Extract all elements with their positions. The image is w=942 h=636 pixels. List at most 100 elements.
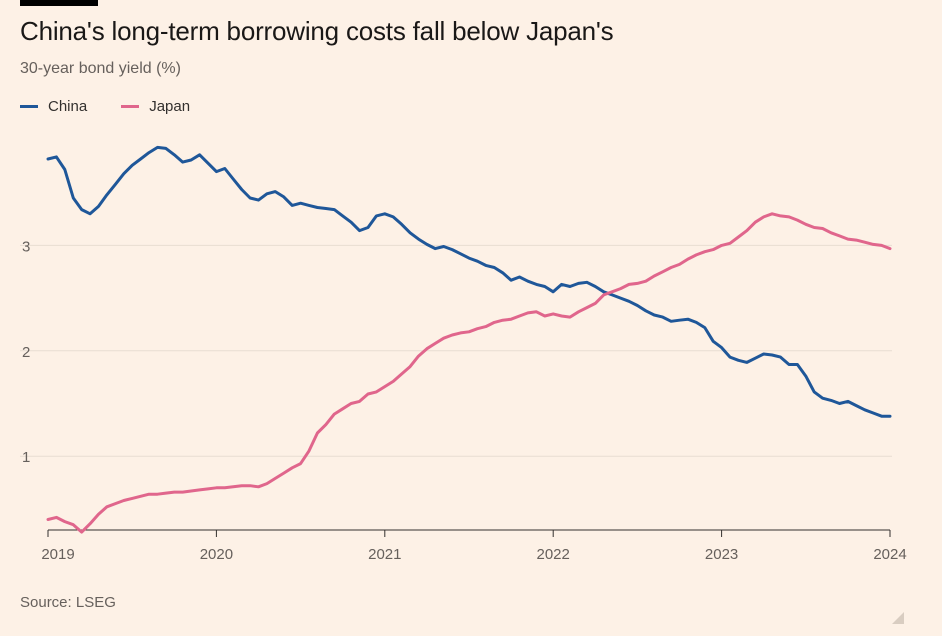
data-point-japan-3	[72, 523, 75, 526]
data-point-china-2	[63, 168, 66, 171]
data-point-china-81	[729, 356, 731, 358]
data-point-china-52	[484, 264, 487, 267]
data-point-china-4	[80, 208, 83, 211]
data-point-japan-79	[712, 248, 715, 251]
data-point-china-25	[257, 199, 260, 202]
data-point-japan-1	[55, 516, 58, 519]
data-point-japan-20	[215, 486, 218, 489]
data-point-china-37	[358, 229, 361, 232]
data-point-china-86	[771, 354, 773, 356]
data-point-japan-46	[434, 342, 437, 345]
data-point-japan-100	[889, 247, 891, 250]
data-point-china-77	[695, 321, 698, 324]
data-point-china-73	[661, 316, 664, 318]
data-point-japan-22	[232, 485, 235, 488]
data-point-china-42	[400, 223, 403, 226]
data-point-japan-92	[821, 227, 824, 230]
data-point-japan-60	[552, 313, 555, 315]
data-point-china-69	[628, 300, 630, 303]
data-point-china-36	[350, 221, 352, 224]
data-point-china-50	[468, 257, 470, 259]
data-point-china-13	[156, 146, 159, 149]
data-point-china-44	[417, 238, 420, 241]
data-point-china-82	[737, 359, 740, 362]
data-point-japan-98	[872, 243, 875, 246]
data-point-japan-72	[653, 275, 656, 277]
data-point-japan-41	[392, 380, 395, 383]
data-point-china-31	[308, 204, 310, 207]
data-point-japan-95	[847, 238, 849, 241]
data-point-japan-34	[333, 413, 336, 415]
data-point-japan-16	[181, 491, 184, 493]
data-point-japan-83	[746, 229, 748, 232]
data-point-japan-39	[375, 391, 378, 393]
data-point-japan-18	[198, 489, 201, 491]
data-point-japan-49	[459, 332, 462, 334]
data-point-china-46	[434, 247, 437, 250]
data-point-china-68	[619, 297, 622, 299]
x-tick-label-2023: 2023	[705, 546, 738, 563]
data-point-china-59	[543, 285, 546, 288]
data-point-japan-53	[493, 321, 496, 324]
data-point-china-75	[678, 319, 681, 322]
series-line-china	[46, 145, 892, 418]
data-point-china-40	[383, 212, 386, 215]
data-point-china-24	[249, 197, 252, 199]
data-point-china-57	[527, 280, 529, 283]
data-point-japan-87	[779, 215, 782, 217]
chart-subtitle: 30-year bond yield (%)	[20, 60, 181, 77]
legend: China Japan	[20, 98, 190, 115]
resize-corner	[892, 612, 904, 624]
data-point-japan-9	[122, 499, 125, 502]
data-point-china-91	[813, 391, 816, 393]
data-point-china-43	[409, 231, 411, 234]
data-point-china-85	[762, 353, 765, 355]
data-point-china-78	[703, 326, 706, 329]
data-point-china-28	[282, 196, 285, 198]
x-tick-label-2019: 2019	[41, 546, 74, 563]
source-note: Source: LSEG	[20, 594, 116, 611]
data-point-japan-32	[316, 432, 319, 434]
data-point-china-66	[602, 290, 605, 293]
x-tick-label-2021: 2021	[368, 546, 401, 563]
data-point-japan-4	[80, 531, 83, 533]
legend-label-china: China	[48, 98, 88, 115]
data-point-japan-6	[97, 513, 100, 516]
data-point-china-98	[872, 412, 875, 414]
data-point-china-89	[796, 363, 799, 366]
data-point-china-96	[855, 404, 858, 407]
data-point-china-29	[291, 204, 294, 207]
data-point-japan-65	[594, 302, 597, 305]
data-point-china-67	[611, 294, 613, 296]
data-point-japan-48	[451, 334, 454, 336]
data-point-china-8	[114, 183, 117, 186]
y-tick-label-2: 2	[22, 344, 30, 361]
data-point-japan-11	[139, 495, 142, 498]
data-point-japan-81	[729, 242, 731, 245]
data-point-japan-44	[417, 355, 420, 357]
data-point-china-56	[518, 276, 521, 278]
data-point-china-18	[198, 153, 201, 156]
data-point-china-6	[97, 205, 100, 208]
data-point-japan-90	[804, 223, 807, 226]
data-point-japan-30	[299, 462, 302, 465]
data-point-japan-8	[114, 502, 117, 505]
data-point-japan-54	[501, 319, 504, 322]
data-point-china-76	[687, 318, 689, 321]
data-point-japan-43	[409, 365, 411, 368]
data-point-china-39	[375, 215, 378, 217]
data-point-china-53	[493, 266, 496, 269]
data-point-japan-89	[796, 219, 799, 222]
data-point-china-74	[670, 320, 672, 323]
data-point-china-55	[510, 279, 512, 282]
data-point-japan-86	[771, 212, 773, 215]
data-point-japan-31	[308, 450, 310, 452]
data-point-japan-69	[628, 283, 630, 286]
data-point-china-63	[577, 282, 580, 285]
data-point-japan-62	[569, 316, 571, 318]
data-point-china-99	[880, 415, 883, 418]
data-point-japan-25	[257, 485, 260, 488]
data-point-japan-68	[619, 287, 622, 290]
data-point-china-23	[240, 188, 243, 191]
